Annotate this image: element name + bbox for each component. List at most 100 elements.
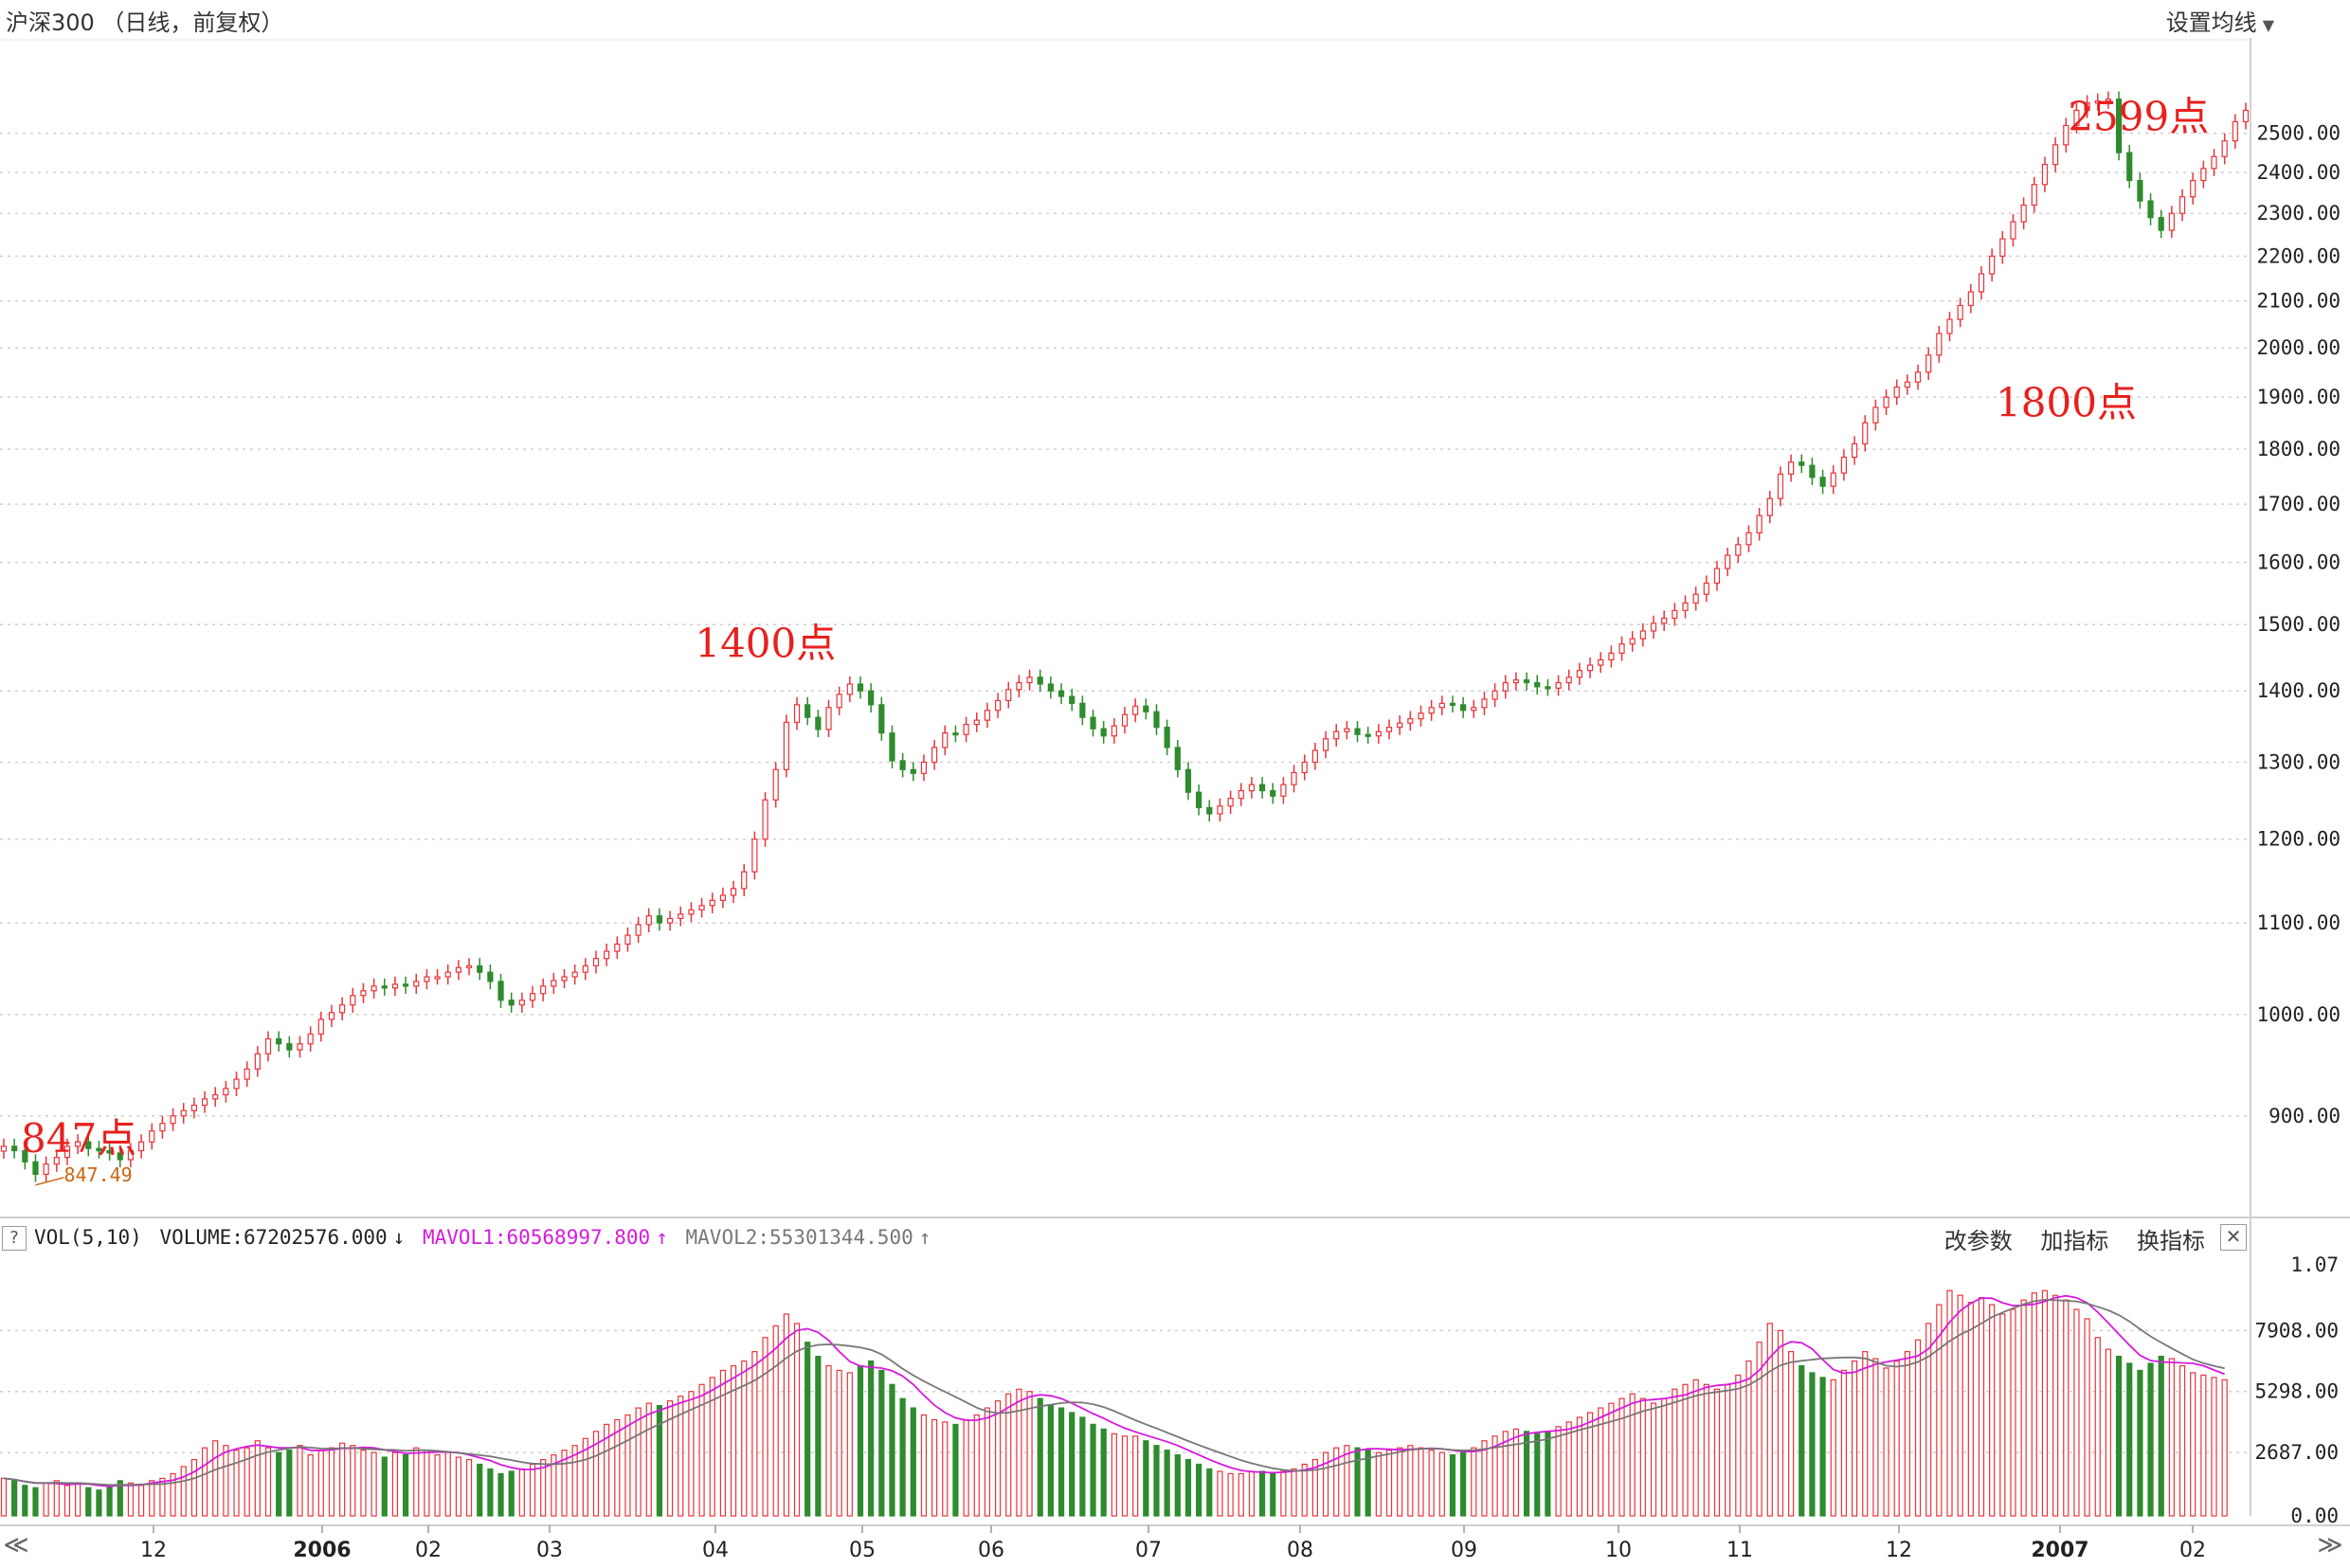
volume-bar: [1438, 1451, 1445, 1517]
candle-body: [518, 1000, 525, 1006]
candle-body: [783, 721, 789, 770]
candle-body: [297, 1043, 303, 1051]
volume-bar: [656, 1404, 663, 1517]
volume-bar: [1016, 1388, 1022, 1517]
volume-bar: [698, 1383, 705, 1517]
candle-body: [1449, 702, 1456, 706]
volume-bar: [180, 1466, 187, 1517]
annotation-label: 1800点: [1996, 379, 2137, 425]
candle-body: [2084, 102, 2090, 112]
candle-body: [2105, 99, 2112, 102]
candle-body: [223, 1088, 229, 1096]
volume-bar: [32, 1487, 39, 1517]
volume-bar: [614, 1418, 621, 1517]
candle-body: [339, 1004, 346, 1014]
volume-gridlines: [0, 1329, 2251, 1453]
volume-bar: [984, 1407, 991, 1517]
volume-legend-bar: ? VOL(5,10) VOLUME:67202576.000 ↓ MAVOL1:…: [0, 1222, 2251, 1254]
price-axis: 2500.00 2400.00 2300.00 2200.00 2100.00 2000.…: [2256, 122, 2341, 1127]
ma-settings-dropdown[interactable]: 设置均线 ▼: [2166, 4, 2274, 37]
candle-body: [1523, 679, 1530, 684]
volume-bar: [127, 1482, 135, 1517]
volume-bar: [1079, 1416, 1086, 1517]
volume-tick-label: 7908.00: [2254, 1319, 2339, 1342]
scroll-left-button[interactable]: ≪: [3, 1531, 29, 1559]
candle-body: [1248, 784, 1256, 792]
candle-body: [127, 1149, 135, 1161]
volume-bar: [1904, 1351, 1910, 1517]
candle-body: [836, 694, 842, 709]
mavol2-value: MAVOL2:55301344.500: [685, 1226, 913, 1249]
candle-body: [2020, 204, 2027, 223]
volume-bar: [43, 1482, 49, 1517]
candle-body: [286, 1043, 293, 1051]
candle-body: [857, 683, 864, 692]
vol-indicator-name: VOL(5,10): [34, 1226, 142, 1249]
min-label: 847.49: [63, 1163, 132, 1186]
candle-body: [1598, 658, 1604, 666]
volume-bar: [1121, 1435, 1129, 1517]
candle-body: [1385, 727, 1393, 732]
volume-bar: [339, 1442, 346, 1517]
annotations: 847点1400点1800点2599点2300点2599.45847.49: [21, 94, 2209, 1186]
volume-bar: [868, 1360, 875, 1517]
candle-body: [793, 704, 801, 724]
volume-bar: [1375, 1451, 1382, 1517]
candle-body: [592, 958, 600, 966]
volume-bar: [1354, 1447, 1361, 1517]
volume-bar: [1217, 1470, 1223, 1517]
volume-bar: [857, 1364, 864, 1517]
close-icon[interactable]: ✕: [2220, 1224, 2247, 1251]
volume-bar: [1058, 1407, 1065, 1517]
volume-bar: [973, 1414, 980, 1517]
candle-body: [667, 917, 674, 924]
candle-body: [804, 704, 811, 718]
volume-bar: [2200, 1374, 2207, 1517]
add-indicator-button[interactable]: 加指标: [2040, 1228, 2109, 1254]
help-icon[interactable]: ?: [2, 1226, 27, 1251]
volume-bar: [2137, 1369, 2143, 1517]
candles: [0, 91, 2250, 1182]
candle-body: [212, 1093, 219, 1100]
volume-bar: [2168, 1358, 2175, 1517]
switch-indicator-button[interactable]: 换指标: [2137, 1228, 2205, 1254]
price-gridlines: [0, 132, 2251, 1117]
candle-body: [1407, 718, 1414, 724]
volume-bar: [1333, 1447, 1340, 1517]
candle-body: [1301, 761, 1308, 774]
candle-body: [149, 1130, 155, 1143]
volume-bar: [2147, 1362, 2154, 1517]
candle-body: [1766, 497, 1773, 516]
volume-bar: [286, 1450, 293, 1517]
volume-bar: [2190, 1372, 2196, 1517]
candle-body: [1946, 318, 1953, 334]
volume-bar: [836, 1369, 842, 1517]
volume-bar: [159, 1477, 166, 1517]
candle-body: [2168, 212, 2175, 231]
volume-bar: [53, 1480, 60, 1517]
candle-body: [190, 1104, 197, 1111]
mavol1-line: [3, 1294, 2226, 1487]
annotation-label: 2599点: [2068, 94, 2209, 140]
volume-bar: [1100, 1428, 1107, 1517]
volume-bar: [1047, 1404, 1054, 1517]
candle-body: [2190, 179, 2196, 198]
candle-body: [1397, 722, 1403, 729]
candle-body: [645, 915, 652, 926]
candle-body: [931, 747, 938, 764]
price-tick-label: 1000.00: [2256, 1003, 2341, 1026]
candle-body: [825, 707, 832, 730]
candle-body: [1862, 422, 1869, 445]
candle-body: [2010, 221, 2016, 240]
volume-tick-label: 1.07: [2290, 1253, 2339, 1276]
candle-body: [698, 905, 705, 910]
volume-bar: [1005, 1393, 1012, 1517]
modify-params-button[interactable]: 改参数: [1943, 1228, 2013, 1254]
volume-bar: [1037, 1397, 1043, 1517]
candle-body: [11, 1145, 18, 1152]
volume-bar: [1682, 1383, 1689, 1517]
candle-body: [1322, 738, 1329, 751]
scroll-right-button[interactable]: ≫: [2317, 1531, 2343, 1559]
candle-body: [614, 943, 621, 952]
